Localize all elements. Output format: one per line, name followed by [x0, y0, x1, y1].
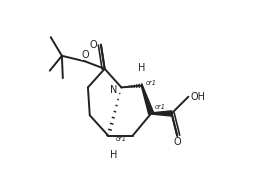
- Text: OH: OH: [191, 92, 206, 102]
- Polygon shape: [141, 85, 154, 114]
- Text: N: N: [110, 85, 117, 95]
- Text: O: O: [173, 137, 181, 147]
- Text: or1: or1: [116, 136, 127, 142]
- Text: O: O: [90, 40, 97, 50]
- Text: or1: or1: [145, 80, 156, 86]
- Text: O: O: [81, 49, 89, 60]
- Text: H: H: [138, 62, 146, 73]
- Text: or1: or1: [155, 104, 165, 110]
- Text: H: H: [110, 150, 118, 160]
- Polygon shape: [151, 111, 172, 116]
